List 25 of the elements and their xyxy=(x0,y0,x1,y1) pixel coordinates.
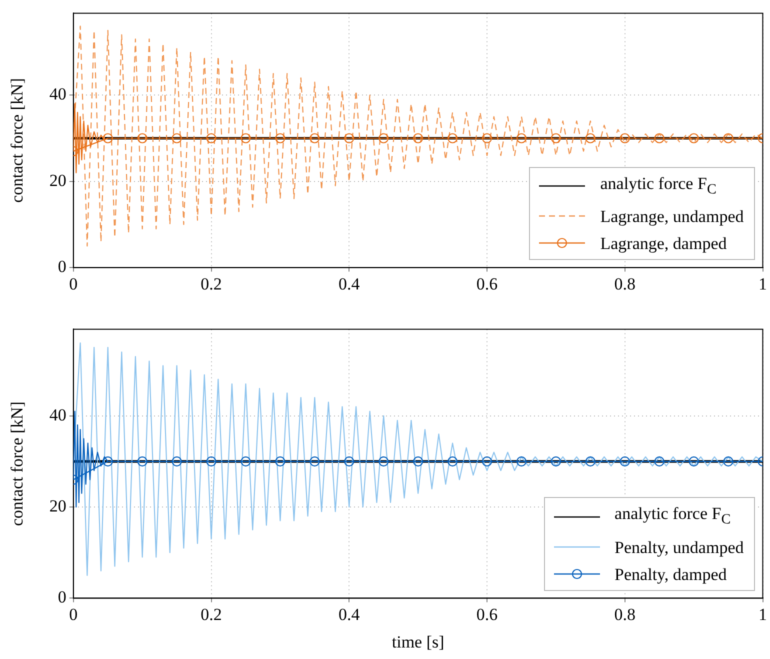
y-tick-label: 0 xyxy=(58,588,66,607)
y-axis-title: contact force [kN] xyxy=(8,401,27,526)
y-axis-title: contact force [kN] xyxy=(8,78,27,203)
x-axis-title: time [s] xyxy=(392,632,444,652)
legend-label: Lagrange, undamped xyxy=(600,206,744,228)
x-tick-label: 0.4 xyxy=(338,604,360,624)
x-tick-label: 1 xyxy=(758,274,767,294)
x-tick-label: 0.6 xyxy=(476,604,498,624)
x-tick-label: 0.4 xyxy=(338,274,360,294)
x-tick-label: 0.6 xyxy=(476,274,498,294)
x-tick-label: 1 xyxy=(758,604,767,624)
y-tick-label: 20 xyxy=(49,170,66,190)
legend-label: analytic force F$_{C}$ xyxy=(600,172,716,199)
y-tick-label: 40 xyxy=(49,84,66,104)
y-tick-label: 40 xyxy=(49,405,66,424)
legend-label: Lagrange, damped xyxy=(600,232,727,255)
x-tick-label: 0.2 xyxy=(200,604,222,624)
y-tick-label: 0 xyxy=(58,257,66,276)
x-tick-label: 0.8 xyxy=(614,274,636,294)
legend-label: Penalty, undamped xyxy=(614,536,744,559)
legend-label: analytic force F$_{C}$ xyxy=(614,503,731,530)
legend-label: Penalty, damped xyxy=(614,564,727,586)
y-tick-label: 20 xyxy=(49,496,66,516)
x-tick-label: 0.2 xyxy=(200,274,222,294)
x-tick-label: 0.8 xyxy=(614,604,636,624)
